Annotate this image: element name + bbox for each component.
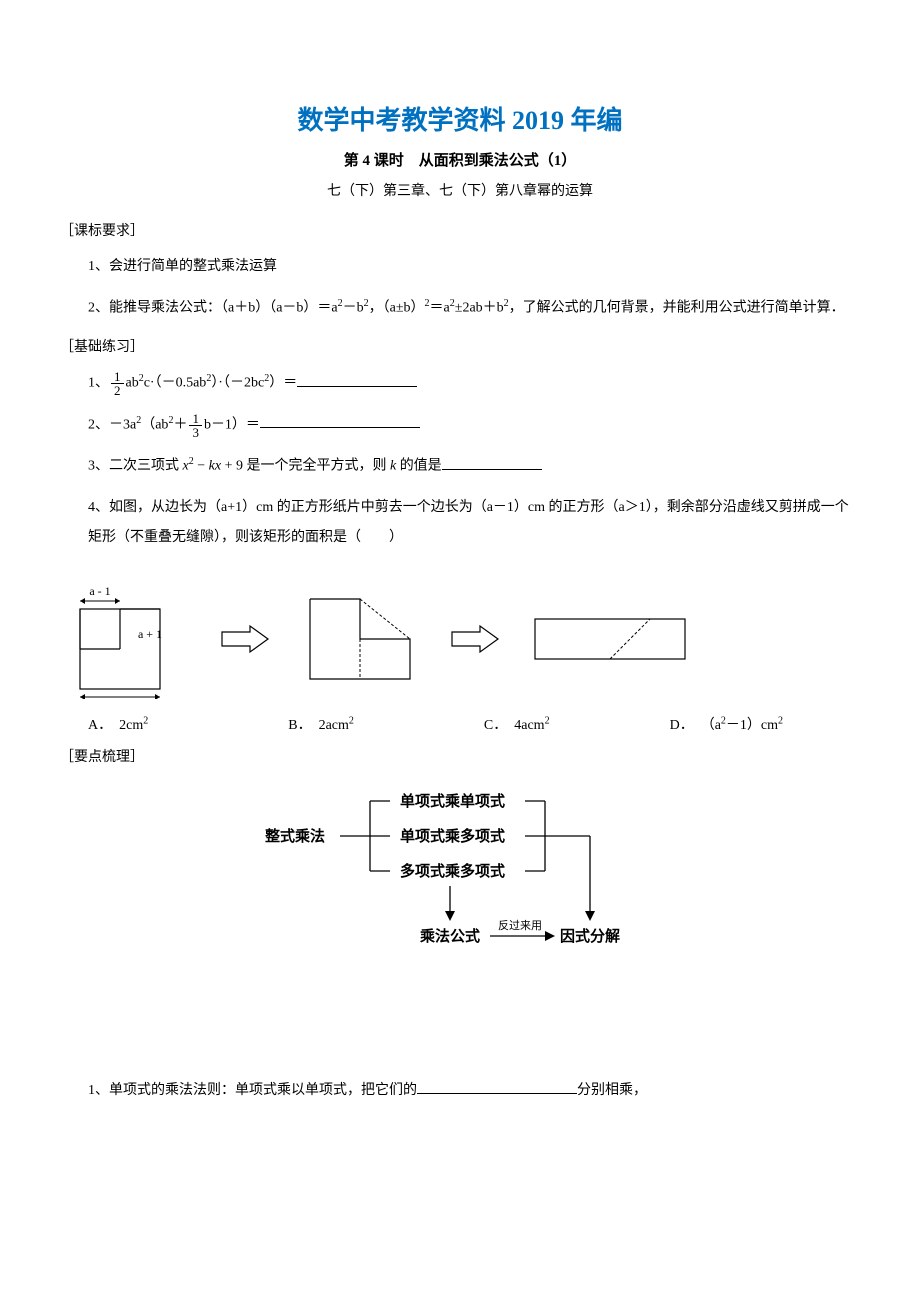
optD-label: D． (670, 718, 694, 733)
figure-row: a - 1 a + 1 (60, 579, 860, 699)
sup-ob: 2 (349, 716, 354, 727)
diag-row2: 单项式乘多项式 (400, 827, 505, 845)
kb2-prefix: 2、能推导乘法公式：（a＋b）（a－b）＝a (88, 300, 338, 315)
kb2-mid4: ±2ab＋b (455, 300, 504, 315)
kb2-tail: ，了解公式的几何背景，并能利用公式进行简单计算． (509, 300, 845, 315)
blank-q2 (260, 413, 420, 428)
optD-pre: （a (701, 718, 721, 733)
option-d: D． （a2－1）cm2 (670, 714, 783, 734)
page-root: 数学中考教学资料 2019 年编 第 4 课时 从面积到乘法公式（1） 七（下）… (0, 0, 920, 1177)
optB-val: 2acm (319, 718, 349, 733)
option-c: C． 4acm2 (484, 714, 550, 734)
q3: 3、二次三项式 x2 − kx + 9 是一个完全平方式，则 k 的值是 (88, 451, 860, 482)
main-title: 数学中考教学资料 2019 年编 (60, 100, 860, 137)
q1-d: ）·（－2bc (211, 376, 264, 391)
figure-shape-2 (300, 589, 420, 689)
q1: 1、12ab2c·（－0.5ab2）·（－2bc2）＝ (88, 368, 860, 399)
spacer (60, 1006, 860, 1066)
figure-shape-3 (530, 614, 690, 664)
optC-val: 4acm (514, 718, 544, 733)
q3-mid: − (194, 459, 209, 474)
concept-diagram-svg: 整式乘法 单项式乘单项式 单项式乘多项式 多项式乘多项式 乘法公式 因式分 (250, 786, 670, 966)
section-kebiao-head: ［课标要求］ (60, 220, 860, 240)
blank-q3 (442, 455, 542, 470)
option-b: B． 2acm2 (288, 714, 354, 734)
optC-label: C． (484, 718, 507, 733)
kb2-mid3: ＝a (430, 300, 450, 315)
diag-row3: 多项式乘多项式 (400, 862, 505, 880)
sup-oa: 2 (143, 716, 148, 727)
concept-diagram: 整式乘法 单项式乘单项式 单项式乘多项式 多项式乘多项式 乘法公式 因式分 (60, 786, 860, 966)
optA-label: A． (88, 718, 112, 733)
sup-oc: 2 (545, 716, 550, 727)
q1-e: ）＝ (269, 376, 297, 391)
chapter-line: 七（下）第三章、七（下）第八章幂的运算 (60, 180, 860, 200)
diag-br: 因式分解 (560, 927, 620, 945)
kb2-mid2: ，（a±b） (369, 300, 425, 315)
optA-val: 2cm (119, 718, 143, 733)
options-row: A． 2cm2 B． 2acm2 C． 4acm2 D． （a2－1）cm2 (88, 714, 860, 734)
q1-c: c·（－0.5ab (144, 376, 207, 391)
bottom-line: 1、单项式的乘法法则：单项式乘以单项式，把它们的 分别相乘， (60, 1076, 860, 1107)
q4: 4、如图，从边长为（a+1）cm 的正方形纸片中剪去一个边长为（a－1）cm 的… (60, 493, 860, 555)
arrow-icon-2 (450, 624, 500, 654)
q2-c: ＋ (173, 417, 187, 432)
q3-plus9: + 9 是一个完全平方式，则 (221, 459, 390, 474)
q2-b: （ab (141, 417, 168, 432)
q1-b: ab (126, 376, 139, 391)
section-yaodian-head: ［要点梳理］ (60, 746, 860, 766)
q3-a: 3、二次三项式 (88, 459, 183, 474)
q2-d: b－1）＝ (204, 417, 260, 432)
q2: 2、－3a2（ab2＋13b－1）＝ (88, 410, 860, 441)
frac-half: 12 (111, 370, 124, 397)
diag-left: 整式乘法 (265, 827, 325, 845)
blank-q1 (297, 372, 417, 387)
fig-bl-text: a + 1 (138, 627, 162, 641)
frac-third: 13 (189, 412, 202, 439)
kb2-mid1: －b (343, 300, 364, 315)
fig-bottom-label: a + 1 (110, 627, 190, 642)
sup-od2: 2 (778, 716, 783, 727)
diag-bl: 乘法公式 (419, 927, 480, 945)
optB-label: B． (288, 718, 311, 733)
bl-b: 分别相乘， (577, 1083, 647, 1098)
blank-bottom (417, 1079, 577, 1094)
arrow-icon-1 (220, 624, 270, 654)
q2-a: 2、－3a (88, 417, 136, 432)
sub-title: 第 4 课时 从面积到乘法公式（1） (60, 149, 860, 170)
bl-a: 1、单项式的乘法法则：单项式乘以单项式，把它们的 (88, 1083, 417, 1098)
fig-label-top: a - 1 (89, 584, 110, 598)
diag-row1: 单项式乘单项式 (400, 792, 505, 810)
q3-tail: 的值是 (396, 459, 442, 474)
option-a: A． 2cm2 (88, 714, 148, 734)
optD-post: －1）cm (726, 718, 778, 733)
kebiao-item-1: 1、会进行简单的整式乘法运算 (88, 252, 860, 283)
q3-kx: kx (209, 459, 221, 474)
q1-a: 1、 (88, 376, 109, 391)
kebiao-item-2: 2、能推导乘法公式：（a＋b）（a－b）＝a2－b2，（a±b）2＝a2±2ab… (60, 293, 860, 324)
diag-arrow-label: 反过来用 (498, 919, 542, 932)
section-jichu-head: ［基础练习］ (60, 336, 860, 356)
